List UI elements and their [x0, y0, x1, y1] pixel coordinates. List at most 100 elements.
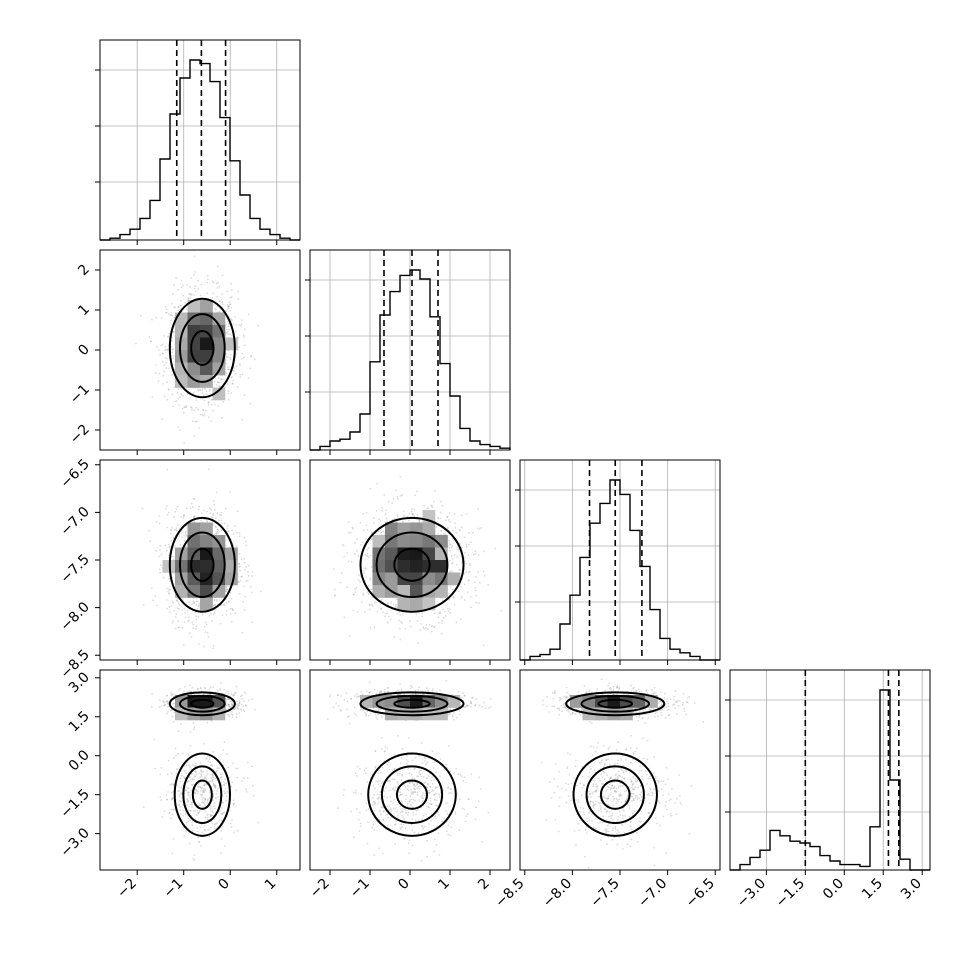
- sample-point: [241, 373, 244, 376]
- sample-point: [183, 406, 186, 409]
- sample-point: [212, 281, 215, 284]
- sample-point: [212, 647, 215, 649]
- sample-point: [173, 516, 176, 519]
- sample-point: [234, 767, 237, 770]
- sample-point: [494, 547, 497, 550]
- sample-point: [185, 830, 187, 833]
- sample-point: [382, 611, 384, 614]
- sample-point: [366, 549, 369, 551]
- sample-point: [159, 796, 162, 798]
- sample-point: [399, 627, 401, 630]
- sample-point: [447, 519, 450, 521]
- sample-point: [167, 348, 169, 351]
- sample-point: [199, 389, 202, 392]
- sample-point: [219, 599, 221, 601]
- sample-point: [161, 352, 164, 355]
- y-tick-label: −2: [67, 422, 93, 448]
- sample-point: [158, 568, 161, 571]
- sample-point: [239, 364, 241, 367]
- sample-point: [164, 349, 167, 352]
- sample-point: [181, 536, 184, 539]
- sample-point: [368, 603, 371, 606]
- sample-point: [185, 507, 188, 510]
- sample-point: [170, 605, 173, 607]
- sample-point: [159, 353, 162, 356]
- sample-point: [348, 635, 351, 638]
- sample-point: [455, 621, 458, 624]
- sample-point: [234, 525, 236, 527]
- y-tick-label: 1: [75, 302, 93, 320]
- sample-point: [199, 762, 202, 764]
- sample-point: [402, 510, 405, 513]
- sample-point: [240, 576, 242, 578]
- sample-point: [226, 602, 228, 604]
- sample-point: [395, 598, 398, 601]
- sample-point: [215, 491, 218, 494]
- sample-point: [190, 636, 193, 638]
- sample-point: [158, 706, 161, 708]
- sample-point: [187, 601, 190, 604]
- sample-point: [177, 426, 180, 428]
- sample-point: [177, 524, 179, 526]
- sample-point: [453, 604, 456, 606]
- sample-point: [213, 599, 216, 602]
- sample-point: [483, 550, 485, 553]
- sample-point: [195, 628, 197, 630]
- sample-point: [178, 604, 181, 606]
- sample-point: [206, 770, 209, 773]
- sample-point: [161, 343, 164, 346]
- sample-point: [230, 318, 233, 321]
- sample-point: [456, 548, 459, 551]
- sample-point: [211, 280, 214, 283]
- sample-point: [215, 282, 218, 285]
- sample-point: [190, 502, 193, 505]
- sample-point: [392, 497, 395, 500]
- sample-point: [237, 298, 240, 301]
- sample-point: [386, 621, 389, 624]
- sample-point: [179, 429, 181, 431]
- sample-point: [203, 625, 206, 628]
- sample-point: [333, 588, 336, 591]
- sample-point: [446, 607, 449, 610]
- sample-point: [195, 603, 198, 606]
- sample-point: [213, 827, 216, 830]
- sample-point: [230, 282, 233, 285]
- sample-point: [194, 611, 197, 614]
- sample-point: [230, 598, 233, 600]
- sample-point: [251, 765, 254, 768]
- sample-point: [158, 372, 161, 375]
- sample-point: [184, 612, 187, 614]
- sample-point: [353, 553, 356, 555]
- sample-point: [230, 307, 233, 309]
- sample-point: [245, 788, 248, 791]
- sample-point: [365, 567, 368, 570]
- sample-point: [354, 588, 356, 591]
- sample-point: [357, 579, 360, 582]
- sample-point: [241, 352, 244, 355]
- sample-point: [343, 555, 346, 558]
- sample-point: [160, 317, 163, 319]
- sample-point: [197, 279, 200, 282]
- sample-point: [235, 365, 238, 368]
- sample-point: [229, 303, 231, 306]
- sample-point: [474, 576, 477, 578]
- sample-point: [448, 598, 451, 601]
- sample-point: [452, 561, 455, 564]
- sample-point: [169, 314, 172, 316]
- sample-point: [204, 803, 206, 806]
- sample-point: [225, 331, 228, 334]
- sample-point: [197, 643, 200, 645]
- sample-point: [191, 621, 194, 624]
- sample-point: [235, 545, 238, 548]
- sample-point: [229, 296, 232, 299]
- sample-point: [168, 332, 171, 335]
- sample-point: [182, 517, 185, 519]
- sample-point: [358, 574, 360, 577]
- sample-point: [459, 618, 462, 620]
- sample-point: [173, 306, 176, 309]
- panel-3-0: −2 −1 0 1−3.0−1.50.01.53.0: [57, 669, 301, 901]
- sample-point: [172, 348, 175, 350]
- density-cell: [410, 597, 423, 611]
- sample-point: [214, 308, 216, 310]
- sample-point: [211, 619, 214, 622]
